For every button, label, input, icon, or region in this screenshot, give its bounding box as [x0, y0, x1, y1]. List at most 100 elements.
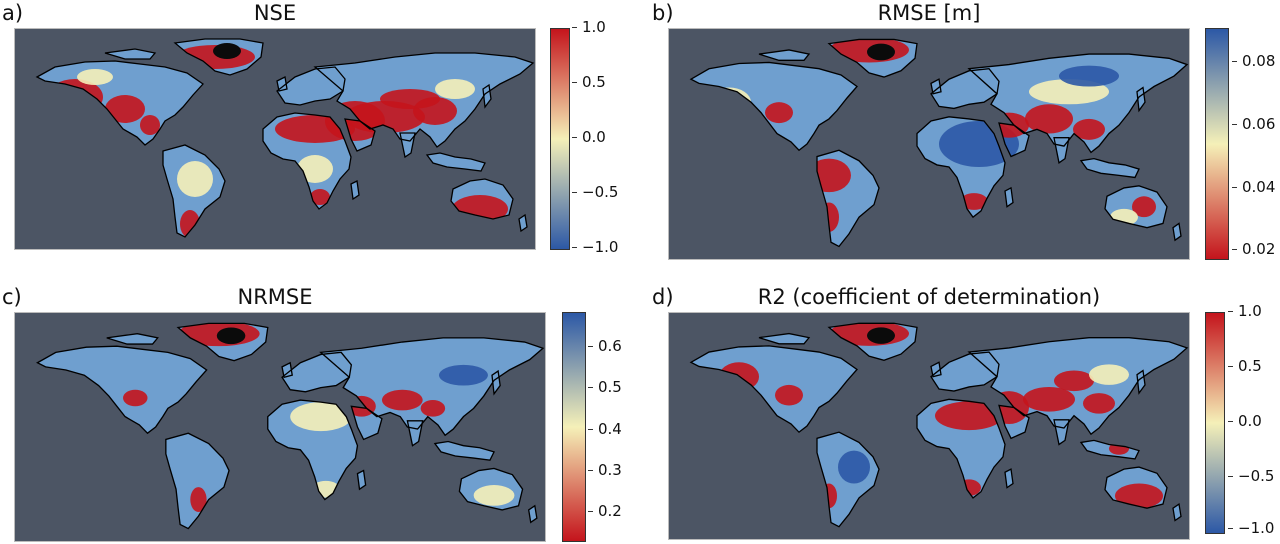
coastline-arabia [998, 404, 1030, 440]
metric-patch [1059, 65, 1119, 87]
metric-patch [1115, 483, 1163, 509]
panel-d-tick: −1.0 [1227, 519, 1275, 537]
world-map-svg [669, 29, 1189, 259]
panel-c-tick: 0.4 [588, 420, 622, 438]
coastline-japan [482, 83, 492, 109]
metric-patch [765, 102, 793, 124]
metric-patch [1025, 104, 1073, 134]
coastline-africa [916, 398, 1006, 499]
panel-a-tick: 1.0 [572, 18, 606, 36]
coastline-newZealand [518, 213, 528, 233]
world-map-svg [669, 313, 1189, 539]
coastline-uk [281, 361, 293, 379]
panel-c-tick: 0.5 [588, 378, 622, 396]
coastline-arabia [998, 122, 1030, 158]
greenland-core [213, 43, 241, 59]
coastline-newZealand [1172, 222, 1182, 242]
coastline-canadaArctic [758, 49, 811, 62]
metric-patch [310, 189, 330, 205]
panel-b-title: RMSE [m] [877, 1, 981, 25]
coastline-greenland [176, 322, 269, 362]
coastline-india [1053, 137, 1070, 164]
coastline-japan [491, 369, 501, 396]
panel-d-letter: d) [652, 285, 674, 309]
panel-d-tick: 1.0 [1228, 302, 1262, 320]
coastline-africa [916, 116, 1006, 219]
metric-patch [105, 95, 145, 123]
coastline-india [406, 420, 424, 447]
coastline-uk [276, 76, 288, 92]
coastline-madagascar [350, 180, 360, 201]
panel-b-tick: 0.04 [1231, 178, 1276, 196]
panel-a-tick: 0.5 [572, 73, 606, 91]
coastline-india [399, 132, 416, 159]
metric-patch [935, 401, 1003, 431]
panel-a-tick: −0.5 [571, 183, 619, 201]
coastline-africa [262, 112, 352, 210]
coastline-greenland [827, 322, 918, 361]
coastline-uk [930, 361, 942, 378]
panel-a-colorbar [550, 28, 570, 250]
coastline-northAmerica [689, 61, 858, 152]
coastline-uk [930, 78, 942, 95]
panel-c-title: NRMSE [237, 285, 313, 309]
coastline-seAsiaIslands [425, 152, 486, 172]
coastline-madagascar [356, 469, 367, 491]
metric-patch [290, 402, 352, 432]
panel-d-tick: 0.5 [1228, 357, 1262, 375]
coastline-canadaArctic [106, 333, 159, 345]
panel-c-tick: 0.3 [588, 461, 622, 479]
coastline-southAmerica [162, 144, 226, 238]
panel-b-colorbar [1205, 28, 1229, 260]
coastline-canadaArctic [104, 48, 157, 60]
panel-d-colorbar [1205, 312, 1225, 534]
metric-patch [177, 161, 213, 197]
panel-b-map [668, 28, 1190, 260]
panel-c-tick: 0.2 [588, 502, 622, 520]
metric-patch [960, 193, 988, 210]
panel-b-tick: 0.02 [1231, 240, 1276, 258]
coastline-greenland [827, 38, 918, 78]
metric-patch [1089, 364, 1129, 385]
panel-c-tick: 0.6 [588, 337, 622, 355]
coastline-northAmerica [689, 345, 858, 434]
greenland-core [216, 327, 246, 345]
panel-b-tick: 0.08 [1231, 52, 1276, 70]
world-map-svg [15, 313, 545, 541]
panel-a-map [14, 28, 536, 250]
metric-patch [439, 364, 488, 386]
coastline-japan [1136, 86, 1146, 113]
metric-patch [297, 155, 333, 183]
coastline-northAmerica [36, 345, 208, 435]
panel-a-tick: 0.0 [572, 128, 606, 146]
metric-patch [140, 115, 160, 135]
panel-c-map [14, 312, 546, 542]
coastline-canadaArctic [758, 332, 811, 345]
panel-c-letter: c) [2, 285, 22, 309]
coastline-greenland [173, 38, 264, 76]
coastline-newZealand [527, 504, 538, 524]
coastline-southAmerica [816, 149, 880, 248]
coastline-seAsiaIslands [1079, 157, 1140, 179]
coastline-madagascar [1004, 186, 1014, 208]
coastline-australia [450, 178, 514, 220]
metric-patch [77, 69, 113, 85]
coastline-madagascar [1004, 468, 1014, 489]
coastline-india [1053, 419, 1070, 446]
metric-patch [1054, 370, 1094, 392]
coastline-southAmerica [165, 432, 230, 530]
metric-patch [1073, 118, 1105, 140]
metric-patch [435, 79, 475, 99]
panel-b-letter: b) [652, 1, 674, 25]
panel-a-letter: a) [2, 1, 24, 25]
greenland-core [867, 43, 895, 61]
coastline-newZealand [1172, 502, 1182, 522]
panel-a-title: NSE [253, 1, 297, 25]
metric-patch [838, 450, 870, 484]
coastline-africa [267, 399, 359, 501]
coastline-australia [1104, 466, 1168, 509]
metric-patch [1083, 393, 1115, 414]
coastline-seAsiaIslands [1079, 439, 1140, 460]
panel-d-tick: −0.5 [1227, 467, 1275, 485]
coastline-seAsiaIslands [433, 440, 495, 461]
